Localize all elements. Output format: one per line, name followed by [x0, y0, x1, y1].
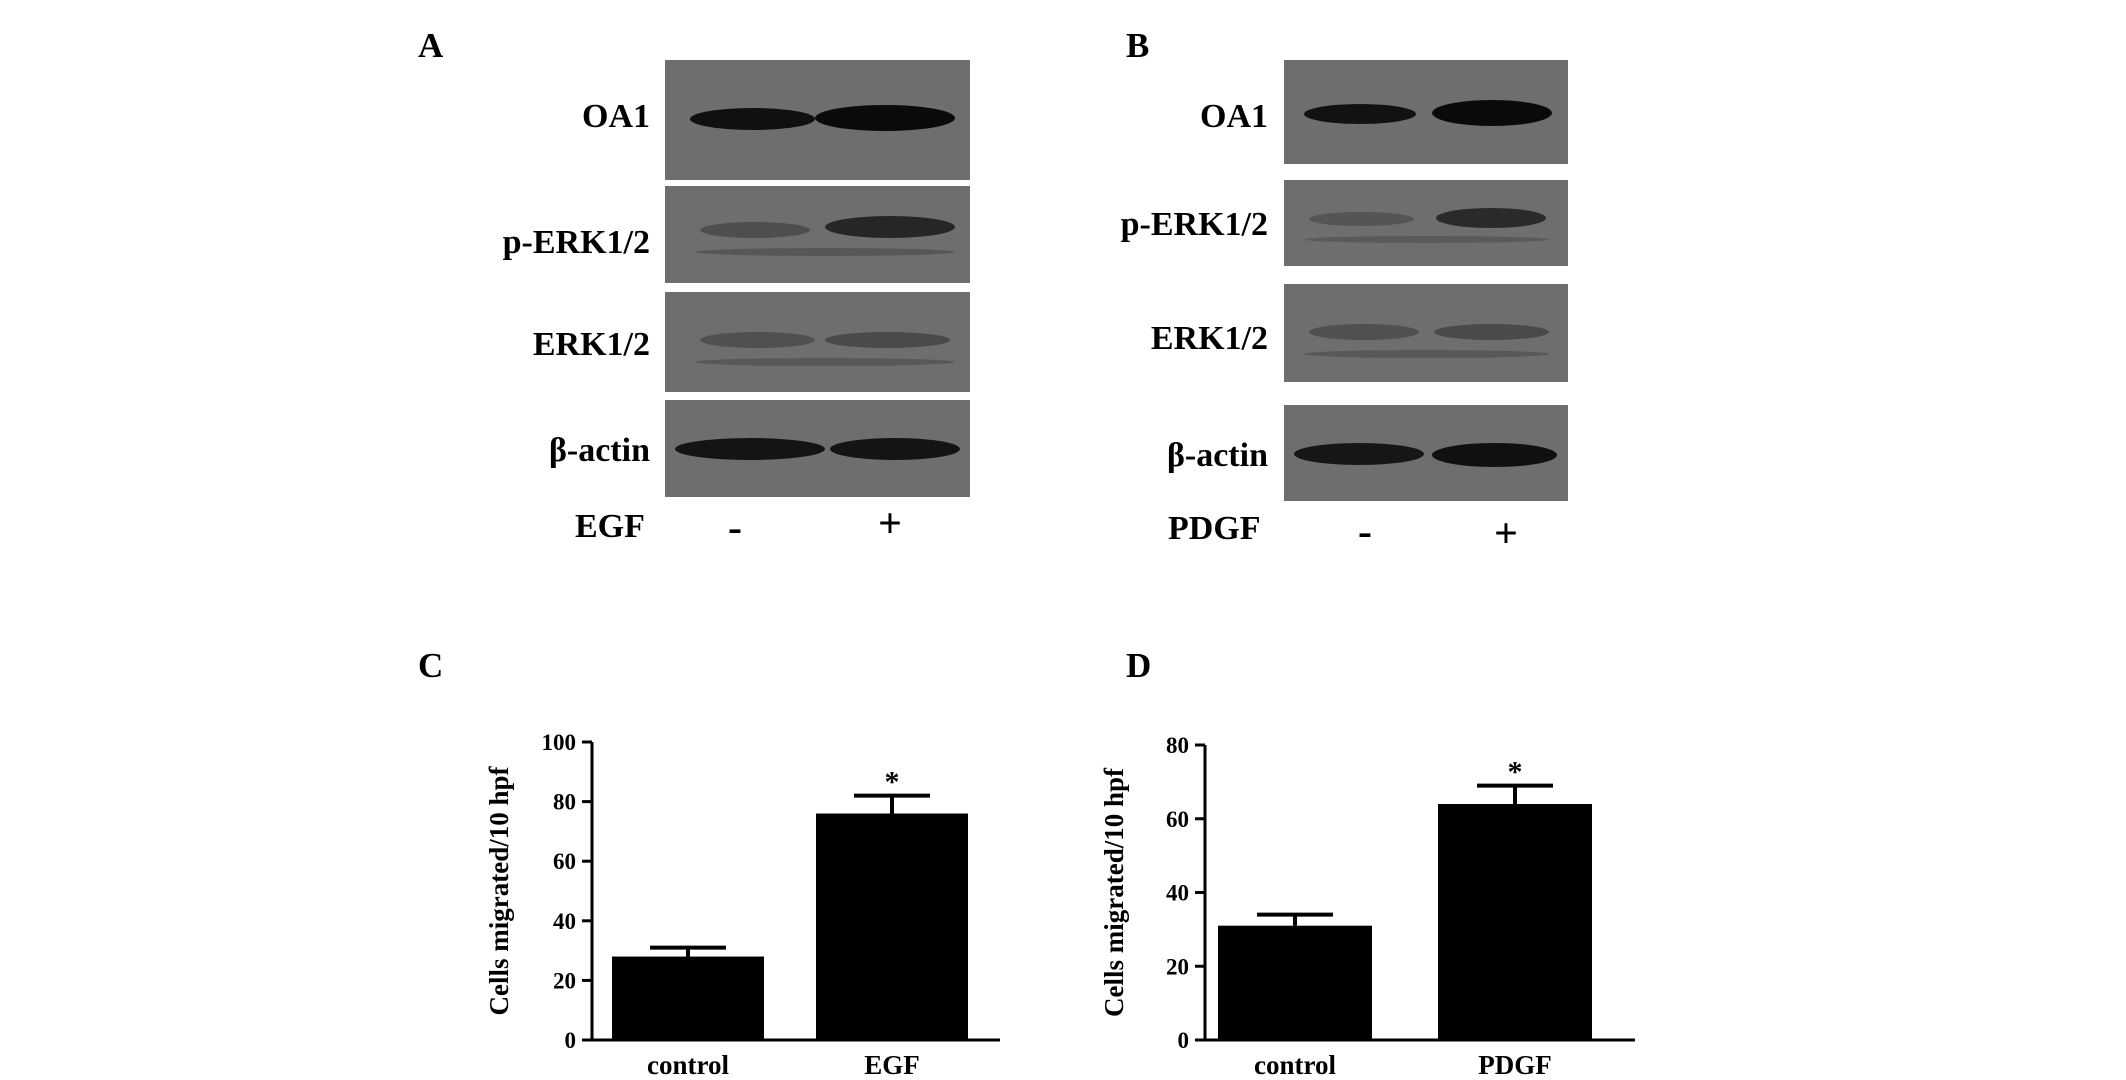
blot-b-band-erk-plus: [1434, 324, 1549, 340]
bar-chart-c: 0 20 40 60 80 100 Cells migrated/10 hpf control…: [484, 730, 1000, 1080]
bar-chart-d: 0 20 40 60 80 Cells migrated/10 hpf control * PD…: [1099, 733, 1635, 1080]
y-tick-label: 40: [1166, 881, 1189, 906]
y-tick-label: 20: [553, 968, 576, 993]
blot-a-band-erk-lower: [695, 358, 955, 366]
y-tick-label: 60: [1166, 807, 1189, 832]
y-tick-label: 0: [565, 1028, 577, 1053]
blot-b-strip-oa1: [1284, 60, 1568, 164]
blot-b-band-perk-plus: [1436, 208, 1546, 228]
x-category-label: control: [1254, 1050, 1336, 1080]
blot-b-row-label-perk: p-ERK1/2: [1120, 206, 1268, 243]
blot-b-band-actin-plus: [1432, 443, 1557, 467]
blot-a-row-label-perk: p-ERK1/2: [502, 224, 650, 261]
blot-b-band-oa1-plus: [1432, 100, 1552, 126]
blot-a-band-oa1-minus: [690, 108, 815, 130]
blot-b-strip-erk: [1284, 284, 1568, 382]
y-tick-label: 40: [553, 909, 576, 934]
significance-marker: *: [885, 766, 900, 799]
blot-b-band-perk-minus: [1309, 212, 1414, 226]
panel-label-a: A: [418, 26, 444, 65]
y-axis-label: Cells migrated/10 hpf: [1099, 767, 1129, 1017]
blot-a-strip-perk: [665, 186, 970, 283]
blot-b-lane-plus: +: [1494, 511, 1518, 557]
blot-b-band-erk-lower: [1304, 350, 1549, 358]
blot-b-row-label-erk: ERK1/2: [1150, 320, 1268, 357]
x-category-label: EGF: [864, 1050, 920, 1080]
blot-b-band-perk-lower: [1304, 236, 1549, 243]
y-tick-label: 80: [1166, 733, 1189, 758]
panel-label-b: B: [1126, 26, 1150, 65]
blot-a-row-label-actin: β-actin: [548, 432, 650, 469]
bar: [612, 956, 764, 1040]
y-tick-label: 80: [553, 790, 576, 815]
blot-a-band-perk-lower: [695, 248, 955, 256]
blot-a-band-perk-minus: [700, 222, 810, 238]
bar: [1438, 804, 1592, 1040]
blot-b-band-oa1-minus: [1304, 104, 1416, 124]
blot-a-strip-oa1: [665, 60, 970, 180]
significance-marker: *: [1508, 756, 1523, 789]
blot-b-treatment-label: PDGF: [1168, 510, 1261, 547]
blot-b-strip-perk: [1284, 180, 1568, 266]
panel-label-c: C: [418, 646, 444, 685]
blot-a-row-label-erk: ERK1/2: [532, 326, 650, 363]
blot-a-strip-actin: [665, 400, 970, 497]
blot-a-lane-minus: -: [728, 505, 742, 551]
y-tick-label: 60: [553, 849, 576, 874]
blot-b-band-actin-minus: [1294, 443, 1424, 465]
blot-a-band-perk-plus: [825, 216, 955, 238]
blot-a-treatment-label: EGF: [575, 508, 645, 545]
bar: [816, 813, 968, 1040]
blot-b-lane-minus: -: [1358, 509, 1372, 555]
y-axis-label: Cells migrated/10 hpf: [484, 766, 514, 1016]
blot-b-row-label-actin: β-actin: [1166, 437, 1268, 474]
blot-a-band-actin-minus: [675, 438, 825, 460]
blot-b-band-erk-minus: [1309, 324, 1419, 340]
blot-a-band-oa1-plus: [815, 105, 955, 131]
panel-label-d: D: [1126, 646, 1152, 685]
x-category-label: control: [647, 1050, 729, 1080]
blot-a-band-erk-plus: [825, 332, 950, 348]
x-category-label: PDGF: [1478, 1050, 1552, 1080]
y-tick-label: 0: [1178, 1028, 1190, 1053]
blot-b-strip-actin: [1284, 405, 1568, 501]
y-tick-label: 100: [542, 730, 577, 755]
blot-a-strip-erk: [665, 292, 970, 392]
bar: [1218, 925, 1372, 1040]
y-tick-label: 20: [1166, 954, 1189, 979]
blot-a-band-erk-minus: [700, 332, 815, 348]
blot-a-band-actin-plus: [830, 438, 960, 460]
blot-a-lane-plus: +: [878, 501, 902, 547]
blot-b-row-label-oa1: OA1: [1200, 98, 1268, 135]
blot-a-row-label-oa1: OA1: [582, 98, 650, 135]
